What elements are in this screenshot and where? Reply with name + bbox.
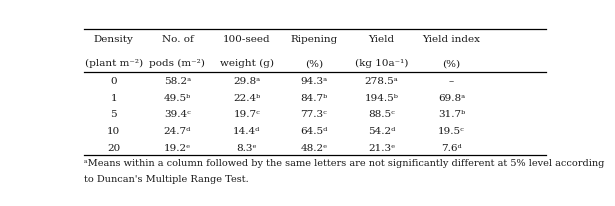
Text: (%): (%) — [305, 59, 323, 68]
Text: 278.5ᵃ: 278.5ᵃ — [365, 77, 399, 86]
Text: pods (m⁻²): pods (m⁻²) — [149, 59, 205, 68]
Text: (kg 10a⁻¹): (kg 10a⁻¹) — [355, 59, 408, 68]
Text: 54.2ᵈ: 54.2ᵈ — [368, 126, 395, 135]
Text: –: – — [449, 77, 454, 86]
Text: 21.3ᵉ: 21.3ᵉ — [368, 143, 395, 152]
Text: 64.5ᵈ: 64.5ᵈ — [300, 126, 328, 135]
Text: 22.4ᵇ: 22.4ᵇ — [233, 93, 260, 102]
Text: 100-seed: 100-seed — [223, 35, 271, 44]
Text: 1: 1 — [110, 93, 117, 102]
Text: 31.7ᵇ: 31.7ᵇ — [438, 110, 465, 119]
Text: 0: 0 — [110, 77, 117, 86]
Text: 19.2ᵉ: 19.2ᵉ — [164, 143, 191, 152]
Text: 58.2ᵃ: 58.2ᵃ — [164, 77, 191, 86]
Text: Ripening: Ripening — [290, 35, 338, 44]
Text: to Duncan's Multiple Range Test.: to Duncan's Multiple Range Test. — [84, 174, 249, 183]
Text: (%): (%) — [443, 59, 461, 68]
Text: 69.8ᵃ: 69.8ᵃ — [438, 93, 465, 102]
Text: 48.2ᵉ: 48.2ᵉ — [300, 143, 327, 152]
Text: 19.7ᶜ: 19.7ᶜ — [233, 110, 260, 119]
Text: 77.3ᶜ: 77.3ᶜ — [300, 110, 327, 119]
Text: 29.8ᵃ: 29.8ᵃ — [233, 77, 260, 86]
Text: 19.5ᶜ: 19.5ᶜ — [438, 126, 465, 135]
Text: 88.5ᶜ: 88.5ᶜ — [368, 110, 395, 119]
Text: Density: Density — [93, 35, 133, 44]
Text: (plant m⁻²): (plant m⁻²) — [84, 59, 143, 68]
Text: Yield index: Yield index — [423, 35, 480, 44]
Text: 39.4ᶜ: 39.4ᶜ — [164, 110, 191, 119]
Text: 5: 5 — [110, 110, 117, 119]
Text: 20: 20 — [107, 143, 121, 152]
Text: ᵃMeans within a column followed by the same letters are not significantly differ: ᵃMeans within a column followed by the s… — [84, 158, 605, 167]
Text: 14.4ᵈ: 14.4ᵈ — [233, 126, 260, 135]
Text: 49.5ᵇ: 49.5ᵇ — [164, 93, 191, 102]
Text: 7.6ᵈ: 7.6ᵈ — [441, 143, 462, 152]
Text: 194.5ᵇ: 194.5ᵇ — [365, 93, 399, 102]
Text: 24.7ᵈ: 24.7ᵈ — [164, 126, 191, 135]
Text: 10: 10 — [107, 126, 121, 135]
Text: Yield: Yield — [368, 35, 395, 44]
Text: No. of: No. of — [162, 35, 193, 44]
Text: 8.3ᵉ: 8.3ᵉ — [237, 143, 257, 152]
Text: 84.7ᵇ: 84.7ᵇ — [300, 93, 327, 102]
Text: weight (g): weight (g) — [220, 59, 274, 68]
Text: 94.3ᵃ: 94.3ᵃ — [300, 77, 327, 86]
